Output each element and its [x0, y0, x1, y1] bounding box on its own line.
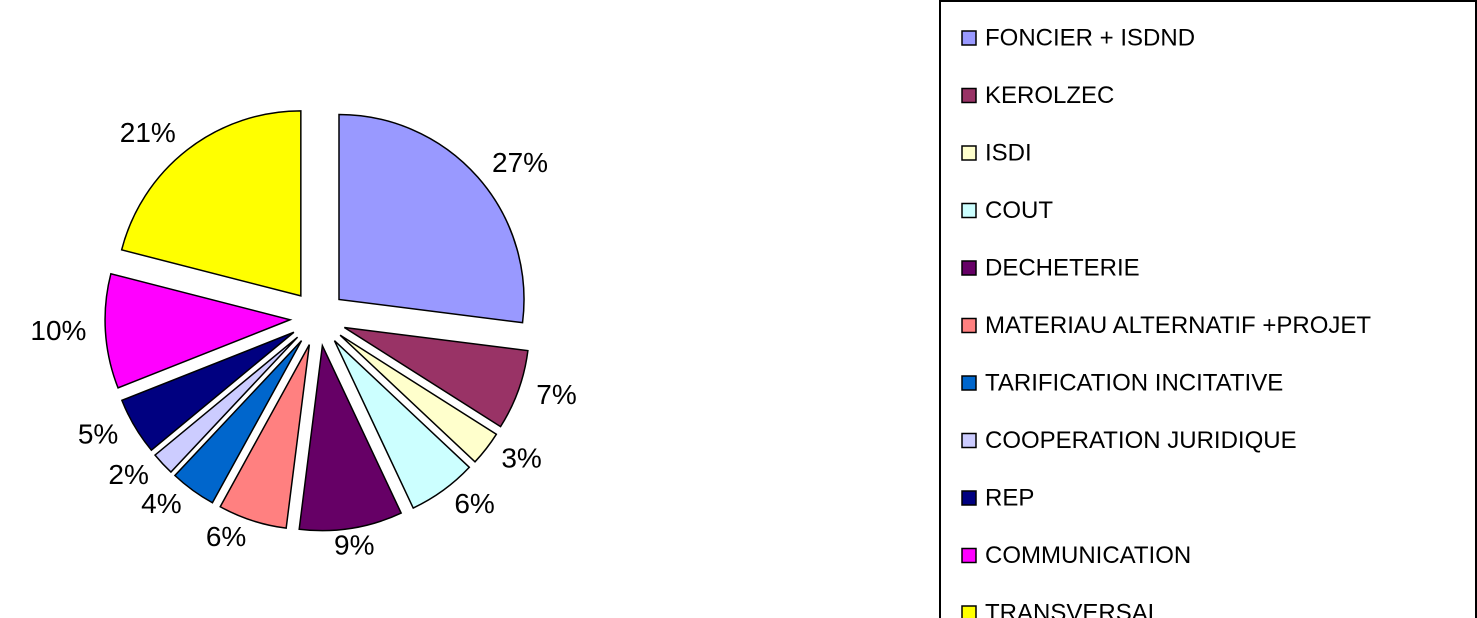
pie-slice — [120, 110, 302, 297]
legend-label: COMMUNICATION — [985, 542, 1191, 569]
data-label: 6% — [454, 488, 494, 519]
data-label: 6% — [206, 521, 246, 552]
legend-swatch — [961, 30, 977, 46]
legend-swatch — [961, 605, 977, 618]
data-label: 27% — [492, 147, 548, 178]
legend-label: TARIFICATION INCITATIVE — [985, 369, 1283, 396]
data-label: 2% — [108, 459, 148, 490]
pie-slice — [333, 340, 471, 510]
legend-label: COOPERATION JURIDIQUE — [985, 427, 1297, 454]
legend-label: KEROLZEC — [985, 82, 1114, 109]
legend-swatch — [961, 145, 977, 161]
pie-slice — [104, 272, 293, 389]
data-label: 10% — [30, 315, 86, 346]
pie-slice — [343, 326, 529, 428]
legend-box — [939, 0, 1477, 618]
legend-swatch — [961, 317, 977, 334]
data-label: 4% — [141, 488, 181, 519]
pie-slice — [219, 344, 311, 530]
legend-swatch — [961, 432, 977, 449]
legend-swatch — [961, 547, 977, 564]
data-label: 21% — [120, 117, 176, 148]
legend-swatch — [961, 260, 977, 276]
legend-label: MATERIAU ALTERNATIF +PROJET — [985, 312, 1371, 339]
legend-label: DECHETERIE — [985, 254, 1140, 281]
legend-label: ISDI — [985, 139, 1032, 166]
legend-swatch — [961, 490, 977, 506]
data-label: 9% — [334, 530, 374, 561]
legend-label: COUT — [985, 197, 1053, 224]
pie-slice — [120, 331, 295, 452]
pie-slice — [298, 342, 403, 532]
legend-swatch — [961, 375, 977, 391]
pie-slice — [339, 334, 498, 463]
data-label: 7% — [536, 379, 576, 410]
pie-slice — [338, 113, 525, 324]
pie-slice — [173, 340, 303, 504]
data-label: 3% — [501, 443, 541, 474]
pie-slice — [153, 336, 299, 474]
data-label: 5% — [78, 418, 118, 449]
legend-swatch — [961, 87, 977, 104]
legend-swatch — [961, 202, 977, 219]
legend-label: REP — [985, 484, 1034, 511]
legend-label: TRANSVERSAL — [985, 599, 1161, 618]
legend-label: FONCIER + ISDND — [985, 24, 1195, 51]
